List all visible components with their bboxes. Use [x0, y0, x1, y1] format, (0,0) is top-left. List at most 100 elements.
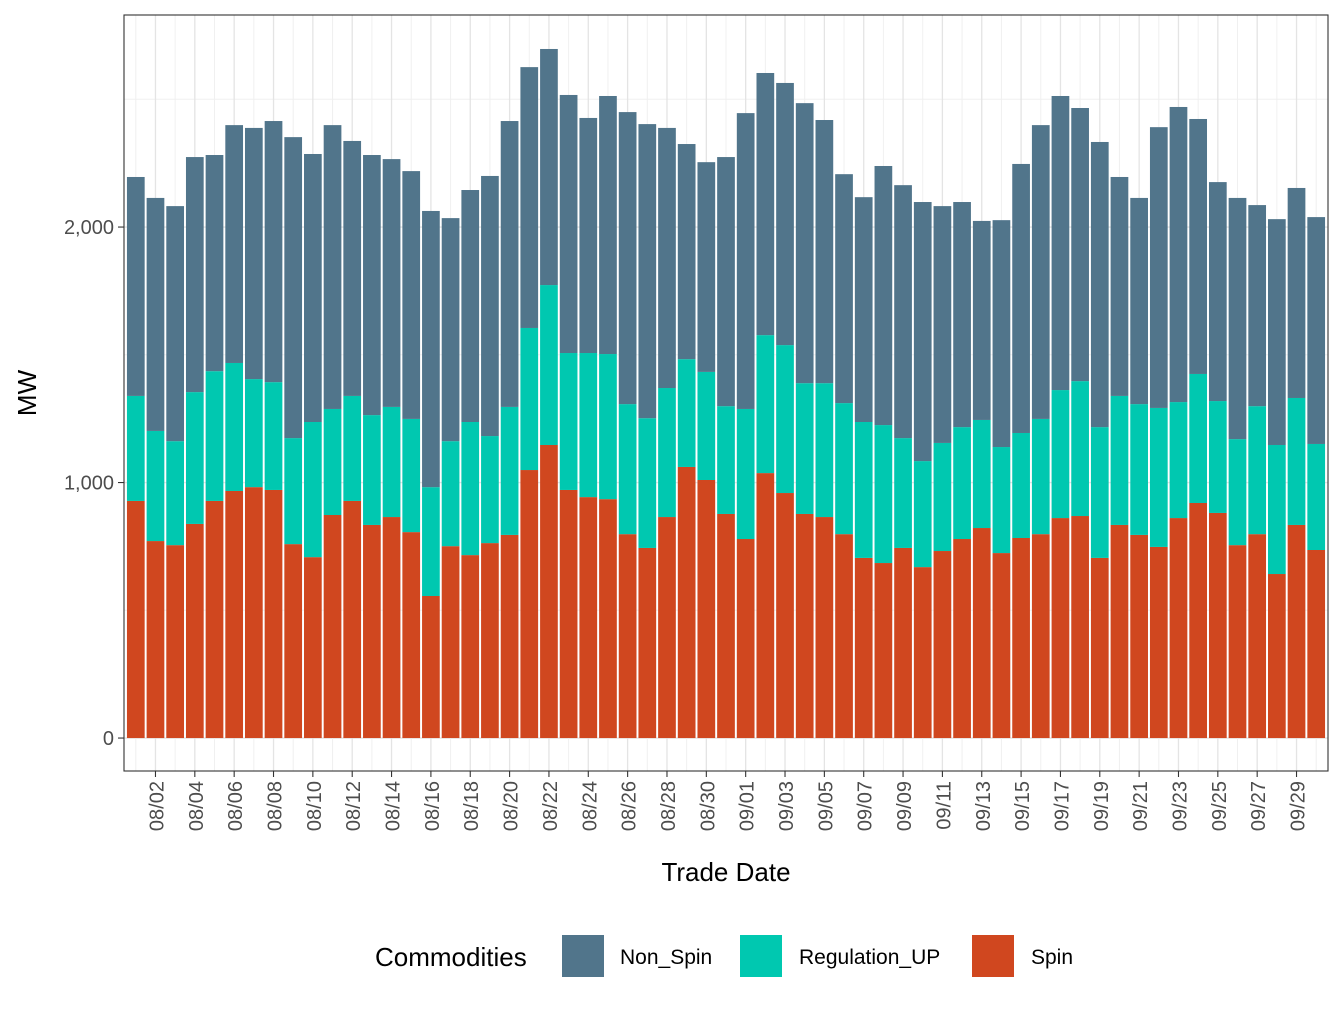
- bar-regulation-up: [1307, 443, 1326, 550]
- legend-label: Regulation_UP: [799, 946, 940, 969]
- bar-spin: [559, 489, 578, 739]
- y-axis-title: MW: [12, 369, 42, 416]
- bar-non-spin: [658, 127, 676, 389]
- bar-spin: [382, 517, 401, 739]
- legend-title: Commodities: [375, 942, 527, 972]
- bar-spin: [1051, 518, 1070, 739]
- bar-spin: [1071, 516, 1089, 739]
- bar-spin: [933, 551, 952, 739]
- x-tick-label: 09/01: [737, 781, 759, 831]
- bar-non-spin: [736, 113, 755, 409]
- bar-non-spin: [1228, 197, 1247, 440]
- bar-spin: [1031, 534, 1050, 739]
- bar-non-spin: [677, 144, 696, 360]
- bar-regulation-up: [461, 421, 480, 556]
- bar-spin: [972, 528, 991, 739]
- bar-regulation-up: [1169, 402, 1188, 519]
- bar-spin: [461, 555, 480, 739]
- bar-spin: [323, 514, 342, 739]
- bar-regulation-up: [795, 383, 814, 514]
- bar-regulation-up: [244, 379, 263, 488]
- bar-non-spin: [559, 94, 578, 354]
- bar-regulation-up: [599, 354, 617, 500]
- bar-non-spin: [205, 155, 224, 372]
- bar-non-spin: [441, 218, 460, 442]
- bar-non-spin: [972, 220, 991, 420]
- bar-regulation-up: [1110, 395, 1129, 525]
- x-tick-label: 09/29: [1288, 781, 1310, 831]
- bar-spin: [992, 553, 1011, 739]
- bar-spin: [244, 487, 263, 739]
- bar-regulation-up: [441, 441, 460, 547]
- bar-non-spin: [815, 120, 834, 384]
- x-tick-label: 09/13: [973, 781, 995, 831]
- bar-regulation-up: [894, 438, 912, 548]
- x-tick-label: 09/21: [1130, 781, 1152, 831]
- bar-regulation-up: [579, 353, 598, 498]
- x-axis: 08/02 08/04 08/06 08/08 08/10 08/12 08/14 08/16…: [146, 771, 1310, 831]
- x-tick-label: 09/03: [776, 781, 798, 831]
- bar-spin: [1149, 546, 1168, 739]
- bar-spin: [185, 523, 204, 739]
- legend-key-spin: [972, 935, 1014, 977]
- bar-regulation-up: [146, 430, 165, 542]
- bar-regulation-up: [264, 382, 283, 490]
- bar-regulation-up: [1287, 397, 1306, 525]
- bar-spin: [658, 517, 676, 739]
- bars: [126, 48, 1326, 739]
- bar-non-spin: [992, 220, 1011, 448]
- bar-non-spin: [520, 67, 539, 328]
- bar-regulation-up: [1130, 404, 1148, 535]
- bar-spin: [874, 563, 893, 739]
- x-tick-label: 09/23: [1169, 781, 1191, 831]
- bar-non-spin: [1110, 176, 1129, 396]
- bar-non-spin: [264, 121, 283, 383]
- bar-spin: [363, 524, 381, 739]
- x-tick-label: 09/27: [1248, 781, 1270, 831]
- bar-non-spin: [835, 174, 853, 404]
- x-tick-label: 09/09: [894, 781, 916, 831]
- x-tick-label: 09/11: [933, 781, 955, 830]
- bar-non-spin: [461, 190, 480, 422]
- bar-spin: [166, 545, 185, 739]
- bar-spin: [146, 541, 165, 739]
- bar-regulation-up: [953, 427, 971, 540]
- bar-non-spin: [618, 112, 637, 405]
- bar-regulation-up: [481, 436, 499, 544]
- bar-spin: [894, 547, 912, 739]
- bar-non-spin: [481, 175, 499, 437]
- x-tick-label: 08/22: [540, 781, 562, 831]
- bar-spin: [697, 479, 716, 739]
- bar-spin: [1090, 557, 1109, 739]
- legend-label: Spin: [1031, 946, 1073, 969]
- y-tick-label: 0: [103, 728, 114, 750]
- bar-spin: [1169, 518, 1188, 739]
- bar-non-spin: [382, 159, 401, 407]
- bar-non-spin: [717, 157, 735, 407]
- bar-non-spin: [540, 48, 558, 286]
- bar-spin: [205, 500, 224, 739]
- bar-spin: [756, 473, 775, 739]
- bar-non-spin: [894, 185, 912, 439]
- bar-spin: [638, 547, 657, 739]
- bar-spin: [1130, 534, 1148, 739]
- bar-non-spin: [343, 140, 362, 396]
- bar-spin: [835, 534, 853, 739]
- bar-non-spin: [363, 155, 381, 416]
- legend: Commodities Non_Spin Regulation_UP Spin: [375, 935, 1073, 977]
- bar-spin: [1287, 524, 1306, 739]
- bar-regulation-up: [736, 408, 755, 540]
- bar-regulation-up: [933, 442, 952, 552]
- bar-regulation-up: [500, 406, 519, 535]
- bar-regulation-up: [323, 408, 342, 515]
- bar-regulation-up: [185, 392, 204, 524]
- x-tick-label: 08/02: [146, 781, 168, 831]
- bar-non-spin: [953, 202, 971, 428]
- bar-non-spin: [795, 103, 814, 384]
- bar-non-spin: [166, 206, 185, 442]
- x-tick-label: 08/04: [186, 781, 208, 831]
- bar-regulation-up: [402, 418, 421, 533]
- bar-spin: [815, 517, 834, 739]
- bar-non-spin: [1071, 107, 1089, 382]
